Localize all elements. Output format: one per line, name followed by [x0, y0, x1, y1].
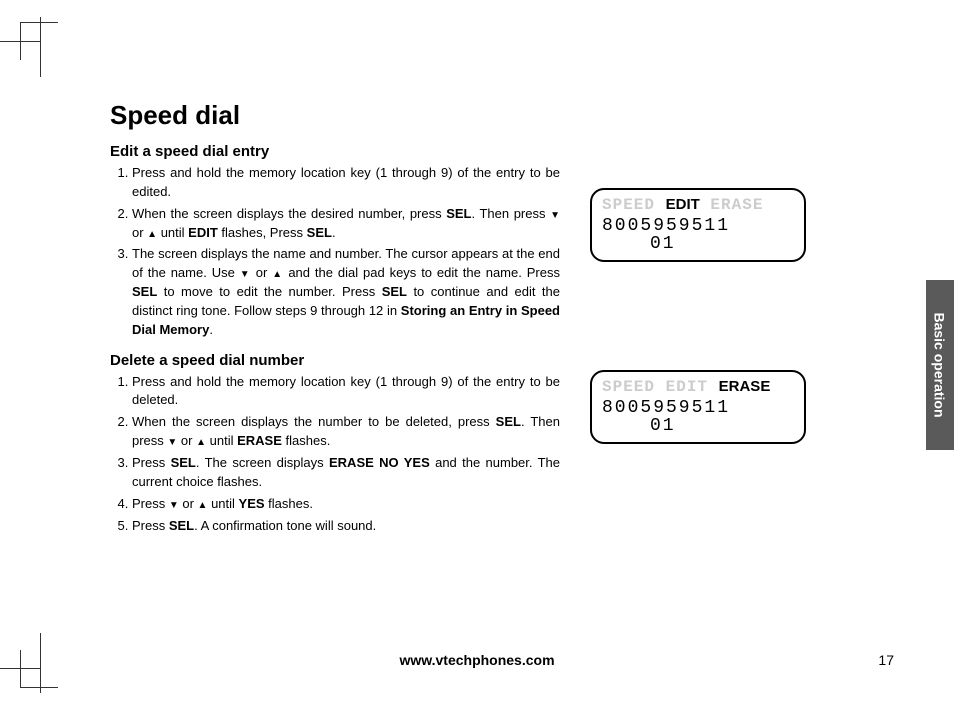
page-number: 17 [878, 652, 894, 668]
lcd-number: 8005959511 [602, 216, 794, 236]
list-item: The screen displays the name and number.… [132, 245, 560, 339]
section-edit: Edit a speed dial entry Press and hold t… [110, 143, 560, 535]
section-tab: Basic operation [926, 280, 954, 450]
delete-steps: Press and hold the memory location key (… [110, 373, 560, 536]
section-tab-label: Basic operation [932, 312, 948, 417]
lcd-menu-speed: SPEED [602, 378, 655, 396]
edit-steps: Press and hold the memory location key (… [110, 164, 560, 340]
crop-mark [40, 17, 60, 77]
list-item: Press and hold the memory location key (… [132, 373, 560, 411]
list-item: Press and hold the memory location key (… [132, 164, 560, 202]
list-item: Press SEL. The screen displays ERASE NO … [132, 454, 560, 492]
lcd-location: 01 [602, 234, 794, 254]
lcd-menu-edit: EDIT [666, 196, 700, 213]
list-item: When the screen displays the number to b… [132, 413, 560, 451]
list-item: Press ▼ or ▲ until YES flashes. [132, 495, 560, 514]
lcd-display-edit: SPEED EDIT ERASE 8005959511 01 [590, 188, 806, 262]
lcd-menu-row: SPEED EDIT ERASE [602, 196, 794, 214]
section-heading: Delete a speed dial number [110, 352, 560, 369]
list-item: Press SEL. A confirmation tone will soun… [132, 517, 560, 536]
lcd-menu-erase: ERASE [719, 378, 771, 395]
lcd-number: 8005959511 [602, 398, 794, 418]
lcd-location: 01 [602, 416, 794, 436]
lcd-menu-row: SPEED EDIT ERASE [602, 378, 794, 396]
list-item: When the screen displays the desired num… [132, 205, 560, 243]
page-content: Speed dial Edit a speed dial entry Press… [110, 100, 890, 538]
page-title: Speed dial [110, 100, 890, 131]
lcd-menu-speed: SPEED [602, 196, 655, 214]
lcd-display-erase: SPEED EDIT ERASE 8005959511 01 [590, 370, 806, 444]
lcd-menu-edit: EDIT [666, 378, 708, 396]
lcd-menu-erase: ERASE [710, 196, 763, 214]
footer-url: www.vtechphones.com [0, 652, 954, 668]
section-heading: Edit a speed dial entry [110, 143, 560, 160]
